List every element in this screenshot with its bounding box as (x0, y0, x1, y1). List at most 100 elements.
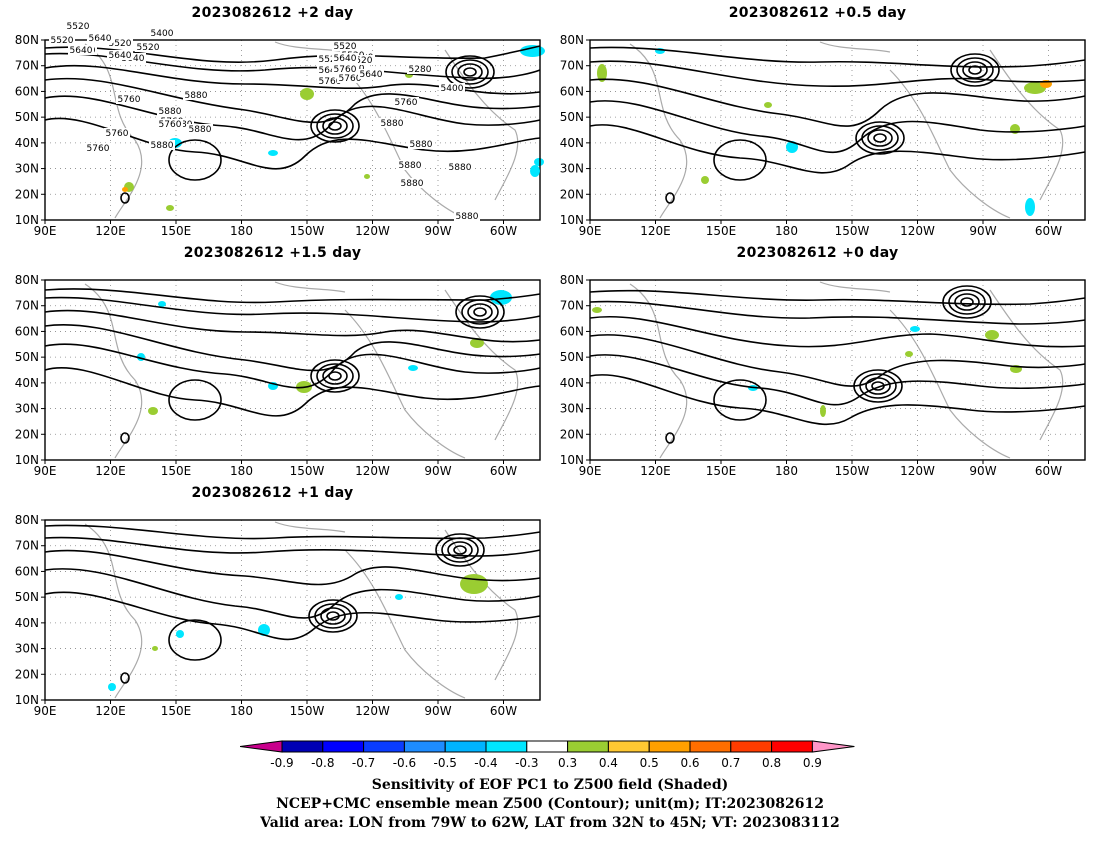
lat-tick-label: 80N (15, 513, 39, 527)
shading-patch (300, 88, 314, 100)
lon-tick-label: 180 (230, 704, 253, 718)
closed-contour (310, 359, 360, 393)
sensitivity-shading (592, 307, 1022, 417)
colorbar-swatch (730, 740, 773, 753)
closed-contour (853, 369, 903, 403)
map-panel-plus-1.5-day: 2023082612 +1.5 day (0, 245, 545, 465)
colorbar-swatch (567, 740, 609, 753)
lat-tick-label: 10N (560, 453, 584, 467)
closed-contour (322, 117, 348, 135)
closed-contour (463, 67, 477, 77)
colorbar-label: -0.9 (270, 756, 293, 770)
contour-label: 5880 (151, 141, 174, 151)
shading-patch (490, 290, 512, 305)
shading-patch (470, 338, 484, 348)
contour-label: 5520 (137, 43, 160, 53)
lat-tick-label: 80N (15, 33, 39, 47)
closed-contour (960, 297, 974, 307)
map-border (44, 279, 541, 461)
contour-line (589, 374, 1086, 426)
contour-line (589, 315, 1086, 348)
contour-label: 5880 (189, 125, 212, 135)
lon-tick-label: 150E (161, 704, 192, 718)
colorbar-swatch (607, 740, 650, 753)
contour-line (589, 78, 1086, 127)
lat-tick-label: 30N (15, 162, 39, 176)
lon-tick-label: 180 (230, 464, 253, 478)
closed-contour (954, 293, 980, 311)
shading-patch (592, 307, 602, 313)
contour-label-bg (399, 178, 425, 188)
lon-tick-label: 120E (640, 464, 671, 478)
contour-label: 5760 (106, 129, 129, 139)
contour-label-bg (107, 38, 133, 48)
lon-tick-label: 90E (34, 224, 57, 238)
lat-tick-label: 50N (15, 590, 39, 604)
lon-tick-label: 120E (95, 704, 126, 718)
colorbar-label: 0.6 (680, 756, 699, 770)
closed-contour (120, 432, 130, 444)
closed-contour (968, 65, 982, 75)
contour-line (44, 296, 541, 323)
contour-label-bg (393, 97, 419, 107)
panel-title: 2023082612 +1 day (191, 485, 354, 501)
lat-tick-label: 40N (15, 136, 39, 150)
shading-patch (122, 187, 128, 192)
closed-contour (467, 303, 493, 321)
contour-label: 5400 (441, 84, 464, 94)
lat-tick-label: 30N (15, 642, 39, 656)
contour-label: 5520 (334, 42, 357, 52)
lat-tick-label: 50N (560, 350, 584, 364)
contour-label-bg (454, 211, 480, 221)
lat-tick-label: 20N (15, 427, 39, 441)
closed-contour (871, 381, 885, 391)
contour-label: 5520 (67, 22, 90, 32)
lon-tick-label: 60W (1035, 464, 1062, 478)
lat-tick-label: 20N (560, 187, 584, 201)
lat-tick-label: 60N (15, 324, 39, 338)
gridlines (45, 40, 540, 220)
lat-tick-label: 20N (560, 427, 584, 441)
lon-tick-label: 90E (34, 464, 57, 478)
contour-label-bg (317, 54, 343, 64)
contour-label: 5880 (401, 179, 424, 189)
closed-contour (451, 59, 489, 85)
shading-patch (395, 594, 403, 600)
colorbar-swatch (485, 740, 528, 753)
z500-contours (589, 285, 1086, 444)
closed-contour (865, 377, 891, 395)
contour-map: 55205640552056405760540057605880588080N7… (15, 38, 541, 478)
lat-tick-label: 20N (15, 667, 39, 681)
contour-label-bg (439, 83, 465, 93)
closed-contour (942, 285, 992, 319)
lon-tick-label: 150E (706, 224, 737, 238)
closed-contour (665, 192, 675, 204)
closed-contour (873, 133, 887, 143)
sensitivity-shading (137, 290, 512, 415)
contour-line (589, 334, 1086, 387)
shading-patch (530, 165, 540, 177)
lon-tick-label: 180 (775, 464, 798, 478)
colorbar-label: 0.7 (721, 756, 740, 770)
colorbar-label: 0.8 (762, 756, 781, 770)
caption-line-valid-area: Valid area: LON from 79W to 62W, LAT fro… (260, 815, 840, 831)
lon-tick-label: 90E (34, 704, 57, 718)
shading-patch (148, 407, 158, 415)
contour-label: 5400 (151, 29, 174, 39)
colorbar-swatch (322, 740, 365, 753)
lat-tick-label: 70N (15, 299, 39, 313)
contour-label-bg (116, 94, 142, 104)
map-panel-plus-1-day: 2023082612 +1 day (0, 485, 545, 705)
contour-line (44, 367, 541, 417)
colorbar-swatch (444, 740, 487, 753)
z500-contours (589, 46, 1086, 204)
contour-line (589, 300, 1086, 325)
closed-contour (120, 192, 130, 204)
lat-tick-label: 70N (15, 59, 39, 73)
contour-label-bg (68, 45, 94, 55)
gridlines (45, 520, 540, 700)
closed-contour (445, 55, 495, 89)
lon-tick-label: 120E (640, 224, 671, 238)
closed-contour (861, 125, 899, 151)
colorbar-arrow-low (240, 740, 283, 753)
